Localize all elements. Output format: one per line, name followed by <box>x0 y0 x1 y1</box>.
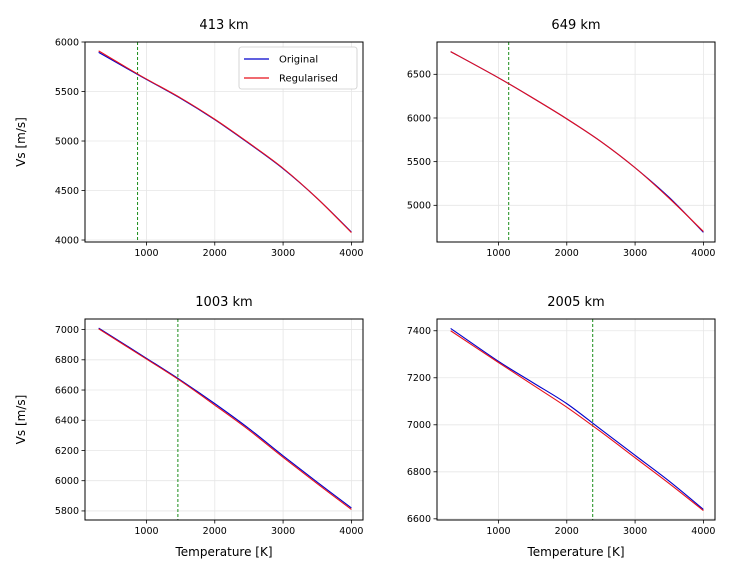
x-tick-label: 4000 <box>691 526 715 537</box>
x-tick-label: 1000 <box>486 526 510 537</box>
y-tick-label: 6000 <box>55 476 79 487</box>
y-tick-label: 6000 <box>407 113 431 124</box>
y-tick-label: 7000 <box>407 420 431 431</box>
axes-frame <box>84 318 364 521</box>
y-tick-label: 5800 <box>55 506 79 517</box>
axes-frame <box>436 318 716 521</box>
y-axis-label: Vs [m/s] <box>14 117 28 167</box>
series-line-original <box>450 327 704 510</box>
axes-frame <box>436 41 716 243</box>
y-tick-label: 6600 <box>407 514 431 525</box>
x-tick-label: 4000 <box>339 526 363 537</box>
y-tick-label: 6600 <box>55 385 79 396</box>
y-tick-label: 7400 <box>407 326 431 337</box>
x-axis-label: Temperature [K] <box>174 545 272 559</box>
x-tick-label: 3000 <box>271 526 295 537</box>
x-tick-label: 2000 <box>203 526 227 537</box>
series-line-regularised <box>450 51 704 232</box>
x-tick-label: 1000 <box>134 248 158 259</box>
y-tick-label: 6500 <box>407 70 431 81</box>
y-axis-label: Vs [m/s] <box>14 395 28 445</box>
y-tick-label: 4000 <box>55 235 79 246</box>
x-tick-label: 2000 <box>555 248 579 259</box>
x-tick-label: 2000 <box>555 526 579 537</box>
y-tick-label: 6000 <box>55 37 79 48</box>
series-line-regularised <box>450 330 704 512</box>
y-tick-label: 4500 <box>55 186 79 197</box>
y-tick-label: 7000 <box>55 325 79 336</box>
y-tick-label: 6800 <box>55 355 79 366</box>
y-tick-label: 6800 <box>407 467 431 478</box>
x-tick-label: 3000 <box>623 248 647 259</box>
legend-label-original: Original <box>279 55 318 66</box>
axes-frame <box>84 41 364 243</box>
subplot-title: 1003 km <box>195 295 252 310</box>
series-line-original <box>98 327 352 509</box>
y-tick-label: 5500 <box>55 87 79 98</box>
y-tick-label: 6400 <box>55 416 79 427</box>
y-tick-label: 5000 <box>55 136 79 147</box>
y-tick-label: 7200 <box>407 373 431 384</box>
legend: Original Regularised <box>238 46 358 90</box>
subplot-1: 1000 2000 3000 4000 4000 4500 5000 5500 6000 413 … <box>14 18 364 259</box>
subplot-title: 413 km <box>199 18 248 33</box>
series-line-regularised <box>98 328 352 510</box>
x-tick-label: 3000 <box>623 526 647 537</box>
subplot-3: 1000 2000 3000 4000 5800 6000 6200 6400 6600 6800… <box>14 295 364 559</box>
subplot-title: 2005 km <box>547 295 604 310</box>
y-tick-label: 5500 <box>407 157 431 168</box>
series-line-regularised <box>98 50 352 233</box>
y-tick-label: 5000 <box>407 201 431 212</box>
x-tick-label: 1000 <box>486 248 510 259</box>
y-tick-label: 6200 <box>55 446 79 457</box>
legend-label-regularised: Regularised <box>279 74 338 85</box>
x-tick-label: 4000 <box>339 248 363 259</box>
x-tick-label: 2000 <box>203 248 227 259</box>
x-tick-label: 4000 <box>691 248 715 259</box>
x-axis-label: Temperature [K] <box>526 545 624 559</box>
x-tick-label: 3000 <box>271 248 295 259</box>
subplot-2: 1000 2000 3000 4000 5000 5500 6000 6500 649 km <box>407 18 716 259</box>
subplot-4: 1000 2000 3000 4000 6600 6800 7000 7200 7400 2005… <box>407 295 716 559</box>
subplot-title: 649 km <box>551 18 600 33</box>
x-tick-label: 1000 <box>134 526 158 537</box>
